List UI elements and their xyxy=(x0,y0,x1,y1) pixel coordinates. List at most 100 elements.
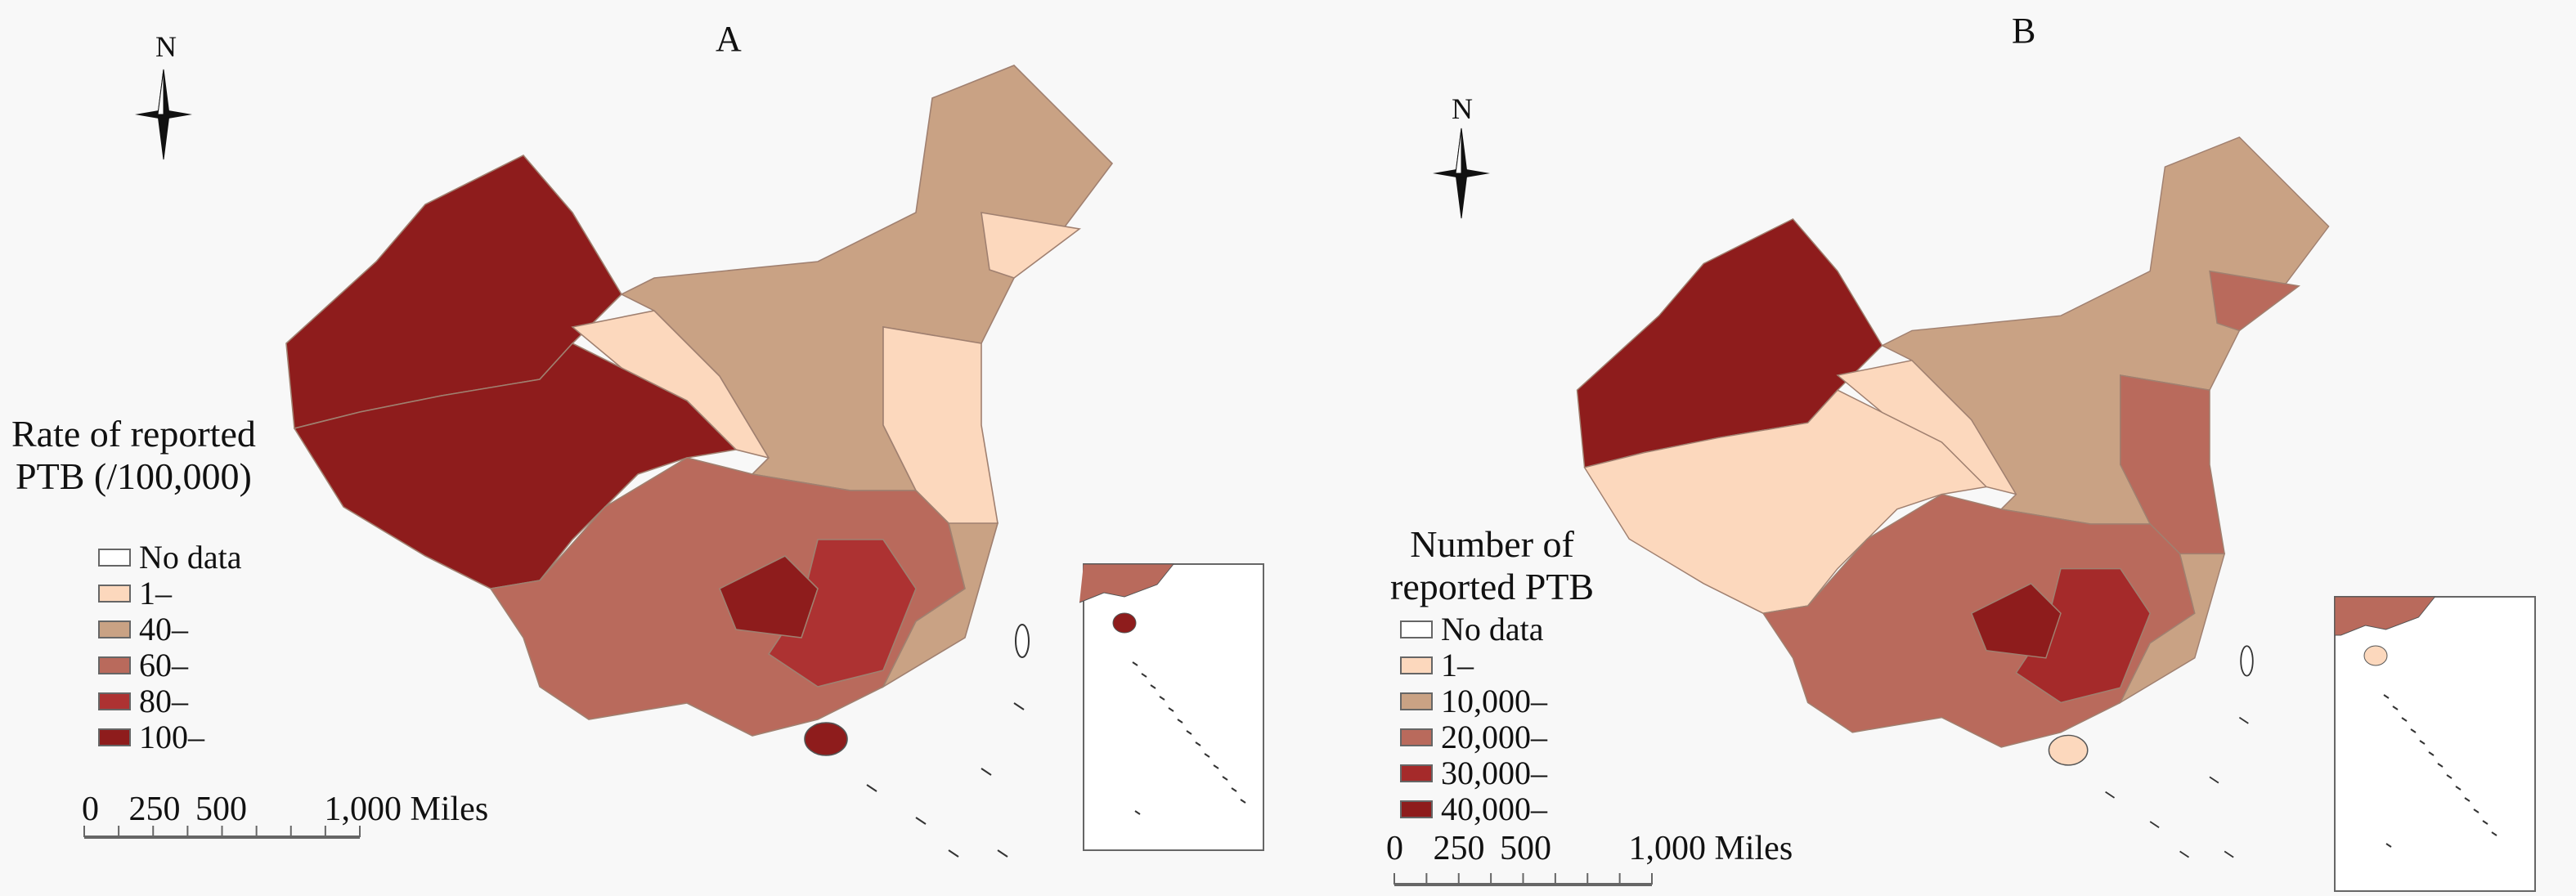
hainan-island xyxy=(2048,734,2089,766)
legend-item: 20,000– xyxy=(1400,719,1547,755)
inset-island xyxy=(1168,707,1174,712)
province-region xyxy=(882,522,999,689)
inset-island xyxy=(2428,751,2435,756)
scale-tick-label: 500 xyxy=(195,791,247,828)
legend-swatch xyxy=(98,692,131,710)
inset-island xyxy=(2410,728,2417,733)
province-region xyxy=(718,555,819,638)
south-china-sea-inset xyxy=(1083,563,1264,851)
inset-island xyxy=(2455,786,2462,791)
scale-bar xyxy=(1393,873,1653,886)
legend-label: 100– xyxy=(139,719,204,755)
legend-b-title-line2: reported PTB xyxy=(1390,566,1595,607)
legend-label: 1– xyxy=(139,575,172,612)
inset-island xyxy=(1134,810,1141,815)
legend-swatch xyxy=(1400,656,1433,674)
inset-island xyxy=(2383,694,2390,699)
boundary-dash xyxy=(915,817,927,825)
legend-label: 40,000– xyxy=(1441,791,1547,827)
inset-island xyxy=(1159,696,1165,701)
inset-island xyxy=(1132,661,1138,666)
panel-a-title: A xyxy=(716,19,742,59)
scale-bar-b-labels: 0 250 500 1,000 Miles xyxy=(1386,829,1793,868)
legend-swatch xyxy=(1400,800,1433,818)
inset-island xyxy=(2401,717,2408,722)
north-arrow-icon xyxy=(1433,128,1490,219)
inset-island xyxy=(1141,673,1147,678)
legend-a-title: Rate of reported PTB (/100,000) xyxy=(11,413,256,498)
inset-island xyxy=(2464,797,2471,802)
legend-label: 20,000– xyxy=(1441,719,1547,755)
inset-island xyxy=(2392,706,2399,710)
legend-b-title-line1: Number of xyxy=(1410,523,1574,565)
scale-tick-label: 1,000 Miles xyxy=(324,791,489,828)
inset-island xyxy=(2482,820,2488,825)
province-region xyxy=(2209,270,2300,332)
inset-island xyxy=(1150,684,1156,689)
inset-island xyxy=(1231,787,1237,792)
inset-hainan xyxy=(2363,645,2388,666)
legend-label: 40– xyxy=(139,611,188,647)
legend-b-title: Number of reported PTB xyxy=(1390,523,1594,608)
legend-swatch xyxy=(98,728,131,746)
scale-tick-label: 250 xyxy=(128,791,181,828)
boundary-dash xyxy=(981,768,992,776)
province-region xyxy=(620,65,1114,491)
boundary-dash xyxy=(866,784,877,792)
legend-item: No data xyxy=(1400,612,1547,647)
scale-tick-label: 250 xyxy=(1433,830,1485,867)
legend-item: 1– xyxy=(98,576,242,612)
scale-bar-a-labels: 0 250 500 1,000 Miles xyxy=(82,790,488,829)
south-china-sea-inset xyxy=(2334,596,2536,892)
scale-tick-label: 0 xyxy=(1386,830,1403,867)
legend-item: 40– xyxy=(98,612,242,647)
panel-b-title: B xyxy=(2012,11,2036,51)
china-map-a xyxy=(285,65,1114,858)
legend-swatch xyxy=(98,620,131,638)
legend-item: 40,000– xyxy=(1400,791,1547,827)
legend-label: 80– xyxy=(139,683,188,719)
inset-mainland xyxy=(2334,596,2436,636)
boundary-dash xyxy=(2209,776,2219,784)
legend-item: No data xyxy=(98,540,242,576)
province-region xyxy=(2119,553,2226,705)
inset-island xyxy=(2473,809,2480,813)
legend-label: No data xyxy=(1441,611,1544,647)
inset-hainan xyxy=(1112,612,1137,634)
legend-swatch xyxy=(1400,692,1433,710)
legend-item: 80– xyxy=(98,683,242,719)
legend-item: 1– xyxy=(1400,647,1547,683)
boundary-dash xyxy=(2238,716,2249,724)
boundary-dash xyxy=(2105,791,2116,799)
boundary-dash xyxy=(948,849,959,858)
boundary-dash xyxy=(2179,850,2190,858)
legend-item: 10,000– xyxy=(1400,683,1547,719)
boundary-dash xyxy=(1013,702,1025,710)
inset-island xyxy=(1240,799,1246,804)
legend-label: No data xyxy=(139,539,242,576)
north-label-a: N xyxy=(155,30,177,63)
province-region xyxy=(1970,582,2062,659)
china-map-b xyxy=(1576,136,2330,858)
scale-bar xyxy=(83,826,361,839)
legend-a: No data 1– 40– 60– 80– 100– xyxy=(98,540,242,755)
hainan-island xyxy=(804,722,848,756)
boundary-dash xyxy=(2149,821,2160,829)
inset-island xyxy=(2437,763,2444,768)
legend-label: 60– xyxy=(139,647,188,683)
inset-island xyxy=(2385,843,2392,848)
legend-swatch xyxy=(98,656,131,674)
inset-island xyxy=(2491,831,2497,836)
inset-island xyxy=(1222,776,1228,781)
inset-island xyxy=(2419,740,2426,745)
province-region xyxy=(1880,136,2330,525)
scale-tick-label: 0 xyxy=(82,791,99,828)
inset-island xyxy=(1213,764,1219,769)
legend-b: No data 1– 10,000– 20,000– 30,000– 40,000– xyxy=(1400,612,1547,827)
inset-island xyxy=(1186,730,1192,735)
legend-label: 10,000– xyxy=(1441,683,1547,719)
legend-item: 100– xyxy=(98,719,242,755)
boundary-dash xyxy=(2224,850,2234,858)
legend-label: 30,000– xyxy=(1441,755,1547,791)
